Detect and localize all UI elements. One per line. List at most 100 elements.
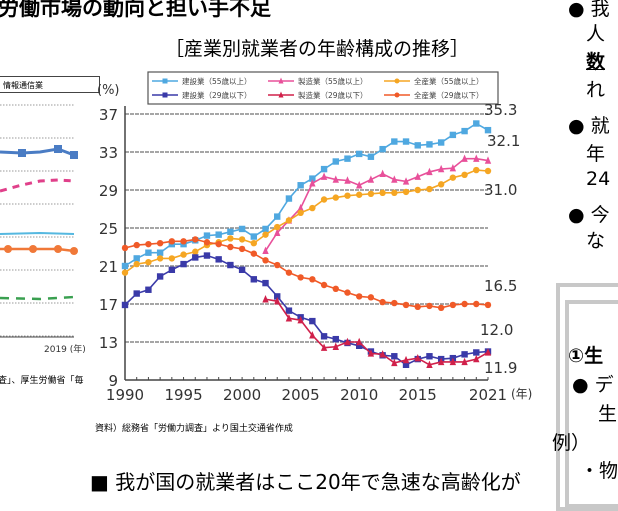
data-point (203, 232, 211, 239)
data-point (332, 158, 339, 165)
data-point (215, 240, 222, 248)
x-tick-label: 2010 (340, 386, 378, 404)
y-tick-label: 37 (99, 106, 118, 124)
data-point (449, 131, 457, 139)
data-point (437, 304, 445, 311)
data-point (274, 296, 281, 305)
data-point (285, 314, 293, 322)
legend-label: 全産業（55歳以上） (414, 76, 484, 86)
data-point (145, 259, 152, 266)
right-text-line: れ (586, 79, 606, 101)
data-point (274, 213, 281, 220)
data-point (278, 77, 284, 84)
data-point (274, 223, 281, 231)
data-point (309, 175, 316, 182)
data-point (156, 240, 164, 247)
data-point (332, 335, 339, 343)
data-point (437, 357, 445, 366)
legend-item: 全産業（55歳以上） (384, 76, 484, 86)
legend-label: 全産業（29歳以下） (414, 90, 484, 100)
data-point (402, 188, 410, 196)
data-point (309, 276, 316, 283)
data-point (309, 317, 316, 325)
data-point (473, 120, 480, 127)
legend-label: 建設業（29歳以下） (182, 90, 252, 100)
data-point (332, 194, 339, 201)
data-point (437, 164, 445, 173)
series-line (124, 169, 489, 274)
data-point (121, 262, 129, 270)
left-series-3 (0, 231, 75, 235)
data-point (391, 189, 398, 197)
data-point (250, 240, 258, 247)
data-point (461, 171, 468, 178)
data-point (367, 294, 375, 301)
data-point (227, 243, 234, 251)
series-2 (262, 154, 492, 254)
data-point (320, 333, 328, 340)
data-point (344, 176, 351, 184)
data-point (203, 252, 211, 259)
legend-box (147, 71, 499, 105)
left-chart (0, 104, 78, 338)
left-chart-source: 査」、厚生労働省「毎 (0, 376, 84, 386)
data-point (461, 357, 468, 366)
box-heading: ①生 (568, 345, 604, 367)
x-tick-label: 2005 (282, 386, 320, 404)
data-point (262, 231, 269, 238)
data-point (449, 163, 457, 172)
y-tick-label: 33 (99, 144, 118, 162)
legend-item: 全産業（29歳以下） (384, 90, 484, 100)
data-point (320, 165, 328, 173)
box-text-line: 例） (552, 432, 591, 454)
x-tick-label: 2021 (469, 386, 507, 404)
box-text-line: ・物 (580, 460, 618, 482)
data-point (309, 204, 316, 212)
data-point (192, 248, 199, 255)
series-line (264, 157, 489, 252)
end-value-label: 12.0 (480, 321, 513, 339)
legend-item: 建設業（29歳以下） (152, 90, 252, 100)
data-point (394, 92, 400, 98)
series-line (124, 238, 489, 309)
data-point (238, 266, 246, 273)
data-point (391, 299, 398, 307)
data-point (297, 209, 304, 216)
data-point (145, 286, 152, 293)
left-point (54, 245, 62, 253)
data-point (180, 251, 187, 258)
data-point (461, 127, 468, 135)
data-point (379, 298, 386, 306)
left-point (29, 245, 37, 253)
legend-item: 建設業（55歳以上） (152, 76, 252, 86)
data-point (394, 78, 400, 84)
data-point (203, 239, 211, 246)
data-point (402, 355, 410, 364)
data-point (192, 254, 199, 261)
data-point (274, 261, 281, 269)
data-point (355, 293, 363, 300)
data-point (484, 167, 492, 175)
data-point (484, 301, 492, 309)
data-point (162, 78, 168, 84)
data-point (414, 172, 421, 180)
data-point (121, 301, 129, 309)
data-point (250, 250, 258, 257)
data-point (379, 169, 386, 178)
data-point (414, 142, 421, 149)
data-point (379, 145, 386, 153)
data-point (391, 358, 398, 367)
data-point (309, 179, 316, 187)
data-point (145, 249, 152, 256)
data-point (285, 195, 293, 202)
y-tick-label: 9 (108, 372, 118, 390)
data-point (402, 177, 410, 185)
data-point (278, 91, 284, 98)
data-point (473, 354, 480, 363)
data-point (402, 301, 410, 309)
box-text-line: 生 (598, 403, 618, 425)
data-point (426, 302, 433, 310)
data-point (355, 181, 363, 189)
data-point (402, 361, 410, 368)
data-point (162, 92, 168, 98)
